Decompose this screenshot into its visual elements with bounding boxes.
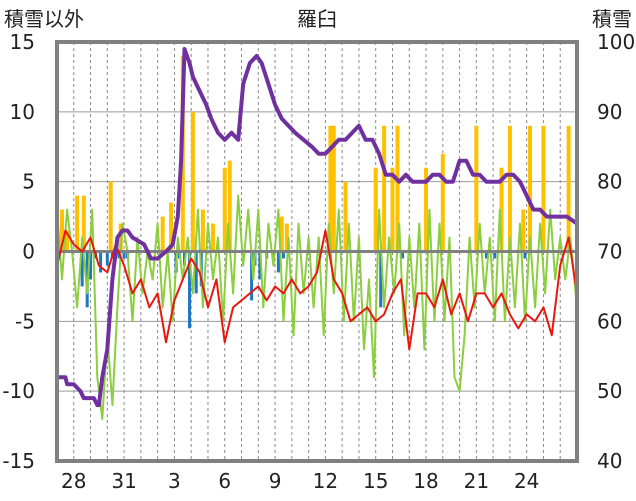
snowfall-bar — [382, 125, 387, 252]
snowfall-bar — [507, 125, 512, 252]
x-tick-label: 28 — [61, 469, 86, 493]
x-tick-label: 18 — [413, 469, 438, 493]
y-left-tick-label: -15 — [2, 449, 35, 473]
precip-bar — [105, 251, 109, 266]
precip-bar — [401, 251, 405, 259]
x-tick-label: 6 — [218, 469, 231, 493]
precip-bar — [258, 251, 262, 280]
precip-bar — [281, 251, 285, 259]
y-right-tick-label: 80 — [597, 170, 622, 194]
x-tick-label: 21 — [464, 469, 489, 493]
x-tick-label: 9 — [269, 469, 282, 493]
x-tick-label: 15 — [363, 469, 388, 493]
snowfall-bar — [328, 125, 333, 252]
snowfall-bar — [521, 209, 526, 252]
y-right-tick-label: 70 — [597, 240, 622, 264]
precip-bar — [99, 251, 103, 273]
snowfall-bar — [395, 125, 400, 252]
snowfall-bar — [331, 125, 336, 252]
temperature-line — [56, 229, 578, 351]
precip-bar — [250, 251, 254, 301]
snowfall-bar — [227, 160, 232, 252]
precip-bar — [122, 251, 126, 259]
y-right-tick-label: 50 — [597, 379, 622, 403]
snowfall-bar — [390, 167, 395, 252]
x-tick-label: 31 — [111, 469, 136, 493]
snowfall-bar — [499, 167, 504, 252]
snowfall-bar — [60, 209, 65, 252]
y-axis-right-label: 積雪 — [592, 7, 632, 31]
x-tick-label: 24 — [514, 469, 539, 493]
snowfall-bar — [284, 223, 289, 252]
snowfall-bar — [528, 125, 533, 252]
precip-bar — [276, 251, 280, 273]
y-left-tick-label: -10 — [2, 379, 35, 403]
snowfall-bar — [566, 125, 571, 252]
precip-bar — [484, 251, 488, 259]
y-right-tick-label: 60 — [597, 309, 622, 333]
precip-bar — [379, 251, 383, 308]
snowfall-bar — [279, 216, 284, 252]
precip-bar — [89, 251, 93, 280]
snowfall-bar — [75, 195, 80, 252]
precip-bar — [194, 251, 198, 294]
snowfall-bar — [373, 167, 378, 252]
y-right-tick-label: 90 — [597, 100, 622, 124]
precip-bar — [523, 251, 527, 259]
y-left-tick-label: 10 — [10, 100, 35, 124]
y-left-tick-label: -5 — [15, 309, 35, 333]
x-tick-label: 3 — [168, 469, 181, 493]
y-right-tick-label: 40 — [597, 449, 622, 473]
snowfall-bar — [81, 195, 86, 252]
snowfall-bar — [160, 216, 165, 252]
snowfall-bar — [541, 125, 546, 252]
snowfall-bar — [65, 230, 70, 252]
snow-depth-line — [57, 47, 579, 408]
snowfall-bar — [474, 125, 479, 252]
y-left-tick-label: 5 — [22, 170, 35, 194]
snowfall-bar — [440, 153, 445, 252]
precip-bar — [188, 251, 192, 329]
grid — [57, 41, 577, 462]
snowfall-bar — [200, 209, 205, 252]
y-left-tick-label: 0 — [22, 240, 35, 264]
chart-title: 羅臼 — [297, 7, 337, 31]
y-right-tick-label: 100 — [597, 30, 635, 54]
x-tick-label: 12 — [313, 469, 338, 493]
series-lines — [56, 47, 579, 421]
snowfall-bar — [211, 223, 215, 252]
y-axis-left-label: 積雪以外 — [4, 7, 84, 31]
y-left-tick-label: 15 — [10, 30, 35, 54]
snowfall-bar — [190, 111, 195, 252]
snowfall-bar — [108, 181, 113, 252]
precip-bar — [80, 251, 84, 287]
snowfall-bar — [222, 167, 227, 252]
snowfall-bar — [169, 202, 174, 252]
snowfall-bar — [343, 181, 348, 252]
precip-bar — [493, 251, 497, 259]
snowfall-bar — [424, 167, 429, 252]
plot-frame — [55, 40, 579, 463]
